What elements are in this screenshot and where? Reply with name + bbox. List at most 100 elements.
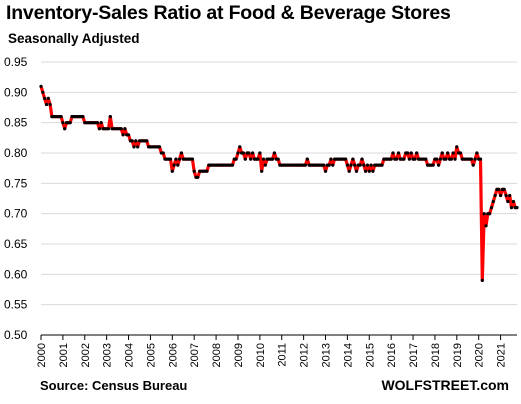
data-point xyxy=(347,169,351,173)
x-tick-label: 2004 xyxy=(124,343,136,367)
data-point xyxy=(68,121,72,125)
data-point xyxy=(39,84,43,88)
data-point xyxy=(196,175,200,179)
data-point xyxy=(190,157,194,161)
data-point xyxy=(407,157,411,161)
data-point xyxy=(130,139,134,143)
y-tick-label: 0.70 xyxy=(4,207,28,221)
data-point xyxy=(469,157,473,161)
x-tick-label: 2006 xyxy=(167,343,179,367)
data-point xyxy=(451,151,455,155)
data-point xyxy=(174,157,178,161)
x-tick-label: 2017 xyxy=(408,343,420,367)
data-point xyxy=(415,151,419,155)
data-point xyxy=(493,193,497,198)
data-point xyxy=(178,157,182,161)
data-point xyxy=(489,206,494,210)
source-note: Source: Census Bureau xyxy=(40,378,188,393)
y-tick-label: 0.65 xyxy=(4,237,28,251)
data-point xyxy=(438,157,442,161)
data-point xyxy=(515,206,519,210)
data-point xyxy=(247,151,251,155)
data-point xyxy=(170,169,174,173)
data-point xyxy=(41,90,45,94)
x-tick-label: 2000 xyxy=(36,343,48,367)
data-point xyxy=(371,169,375,173)
data-point xyxy=(123,127,127,131)
gridlines xyxy=(41,61,517,306)
x-tick-label: 2002 xyxy=(80,343,92,367)
y-tick-label: 0.50 xyxy=(4,328,28,342)
data-point xyxy=(260,169,264,173)
data-point xyxy=(327,163,331,167)
x-tick-label: 2008 xyxy=(211,343,223,367)
data-point xyxy=(97,127,101,131)
data-point xyxy=(369,163,373,167)
data-point xyxy=(437,163,441,167)
x-tick-label: 2010 xyxy=(255,343,267,367)
data-point xyxy=(391,151,395,155)
data-point xyxy=(168,157,173,161)
data-point xyxy=(431,163,435,167)
data-point xyxy=(358,163,362,167)
data-point xyxy=(106,127,111,131)
data-point xyxy=(59,115,63,119)
data-point xyxy=(241,151,245,155)
y-tick-label: 0.60 xyxy=(4,267,28,281)
data-point xyxy=(272,151,276,155)
data-point xyxy=(48,102,52,107)
x-tick-label: 2001 xyxy=(58,343,70,367)
data-point xyxy=(230,163,235,167)
data-point xyxy=(409,151,413,155)
data-point xyxy=(271,157,275,161)
data-point xyxy=(473,157,477,161)
data-point xyxy=(444,157,448,161)
y-tick-label: 0.90 xyxy=(4,85,28,99)
x-tick-label: 2003 xyxy=(102,343,114,367)
data-point xyxy=(63,127,67,131)
data-point xyxy=(475,151,479,155)
data-point xyxy=(455,145,459,149)
data-point xyxy=(395,157,399,161)
data-point xyxy=(134,139,138,143)
data-point xyxy=(351,157,355,161)
data-point xyxy=(161,151,165,155)
data-point xyxy=(380,163,384,167)
y-axis-ticks: 0.95 0.90 0.85 0.80 0.75 0.70 0.65 0.60 0.55 0.50 xyxy=(4,55,28,342)
chart-title: Inventory-Sales Ratio at Food & Beverage… xyxy=(6,2,451,24)
data-point xyxy=(157,145,162,149)
data-point xyxy=(354,169,359,173)
data-point xyxy=(365,163,370,167)
series-inventory-sales-ratio xyxy=(39,84,519,282)
data-point xyxy=(345,163,349,167)
data-point xyxy=(81,115,85,119)
data-point xyxy=(471,163,475,167)
data-point xyxy=(95,121,100,125)
data-point xyxy=(511,199,515,204)
data-point xyxy=(172,163,176,167)
x-tick-label: 2005 xyxy=(145,343,157,367)
data-point xyxy=(446,151,450,155)
data-point xyxy=(179,151,183,155)
y-tick-label: 0.85 xyxy=(4,116,28,130)
data-point xyxy=(276,157,280,161)
data-point xyxy=(353,163,357,167)
data-point xyxy=(484,224,488,228)
data-point xyxy=(238,145,242,149)
data-point xyxy=(504,193,508,198)
data-point xyxy=(364,169,368,173)
x-tick-label: 2009 xyxy=(233,343,245,367)
data-point xyxy=(331,163,335,167)
data-point xyxy=(192,169,196,173)
brand-logo-text: WOLFSTREET.com xyxy=(381,377,509,393)
x-tick-label: 2014 xyxy=(342,343,354,367)
data-point xyxy=(132,145,136,149)
data-point xyxy=(205,169,209,173)
data-point xyxy=(234,157,238,161)
data-point xyxy=(488,212,492,216)
data-point xyxy=(349,163,353,167)
data-point xyxy=(402,157,406,161)
data-point xyxy=(491,199,495,204)
data-point xyxy=(322,163,326,167)
